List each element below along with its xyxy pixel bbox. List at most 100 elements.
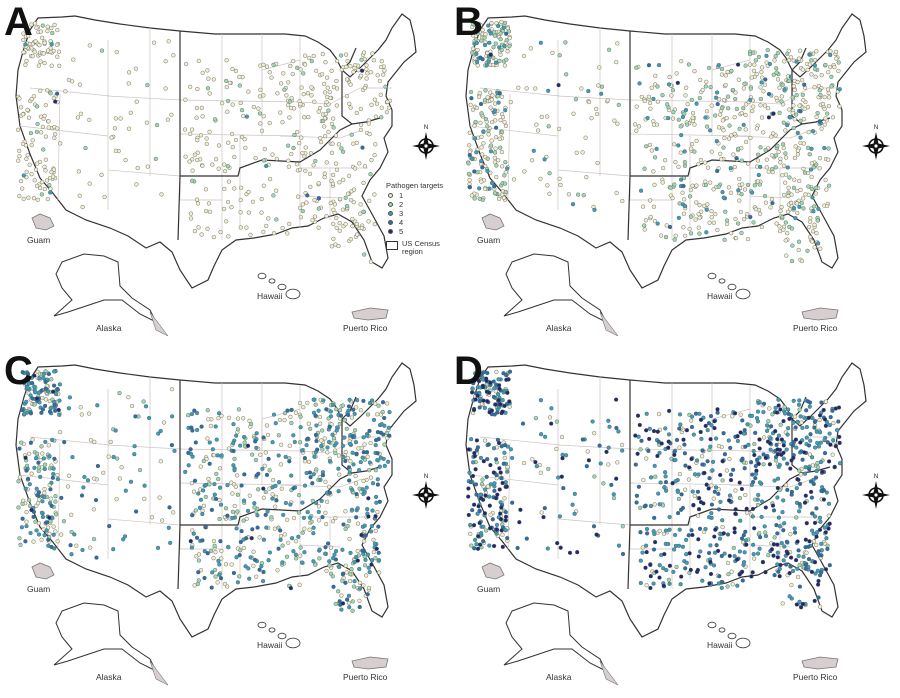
site-dot-5 bbox=[482, 511, 487, 516]
site-dot-1 bbox=[286, 158, 291, 163]
compass-north-label: N bbox=[424, 125, 428, 131]
site-dot-4 bbox=[474, 492, 479, 497]
site-dot-1 bbox=[641, 477, 646, 483]
site-dot-1 bbox=[325, 499, 330, 504]
site-dot-1 bbox=[223, 169, 228, 174]
site-dot-3 bbox=[750, 190, 755, 195]
site-dot-5 bbox=[812, 560, 818, 565]
site-dot-3 bbox=[24, 399, 29, 404]
site-dot-5 bbox=[614, 397, 619, 402]
site-dot-1 bbox=[719, 157, 724, 162]
site-dot-3 bbox=[761, 409, 766, 415]
site-dot-1 bbox=[334, 225, 339, 230]
site-dot-4 bbox=[700, 448, 705, 453]
site-dot-2 bbox=[780, 215, 785, 220]
site-dot-1 bbox=[769, 134, 774, 139]
site-dot-3 bbox=[759, 80, 764, 85]
site-dot-1 bbox=[801, 97, 806, 103]
site-dot-1 bbox=[26, 115, 32, 120]
site-dot-3 bbox=[51, 466, 56, 471]
site-dot-2 bbox=[16, 479, 21, 484]
site-dot-3 bbox=[598, 461, 603, 466]
site-dot-1 bbox=[226, 199, 231, 205]
site-dot-3 bbox=[300, 448, 305, 453]
site-dot-1 bbox=[826, 103, 831, 109]
site-dot-1 bbox=[733, 488, 738, 493]
site-dot-1 bbox=[119, 465, 124, 470]
site-dot-4 bbox=[830, 408, 835, 413]
site-dot-3 bbox=[474, 542, 479, 547]
site-dot-4 bbox=[218, 576, 224, 581]
site-dot-4 bbox=[492, 488, 497, 493]
site-dot-1 bbox=[655, 99, 660, 104]
site-dot-4 bbox=[753, 463, 758, 469]
site-dot-4 bbox=[491, 394, 496, 399]
site-dot-2 bbox=[758, 145, 763, 150]
site-dot-1 bbox=[819, 126, 824, 131]
site-dot-3 bbox=[782, 521, 787, 526]
site-dot-2 bbox=[27, 498, 32, 503]
site-dot-3 bbox=[210, 447, 215, 452]
site-dot-4 bbox=[134, 509, 139, 514]
site-dot-3 bbox=[694, 458, 700, 463]
site-dot-4 bbox=[274, 498, 279, 503]
site-dot-1 bbox=[338, 196, 343, 202]
site-dot-3 bbox=[542, 157, 547, 162]
site-dot-1 bbox=[328, 201, 333, 206]
site-dot-4 bbox=[475, 445, 480, 450]
site-dot-3 bbox=[336, 489, 341, 494]
site-dot-5 bbox=[497, 466, 502, 471]
site-dot-3 bbox=[266, 558, 271, 563]
site-dot-3 bbox=[469, 156, 475, 161]
site-dot-1 bbox=[482, 186, 488, 191]
site-dot-2 bbox=[642, 223, 647, 228]
site-dot-1 bbox=[17, 193, 22, 199]
site-dot-2 bbox=[491, 55, 496, 60]
site-dot-1 bbox=[336, 453, 341, 458]
site-dot-1 bbox=[346, 191, 351, 196]
site-dot-3 bbox=[372, 541, 377, 546]
site-dot-5 bbox=[733, 411, 738, 416]
state-boundary bbox=[107, 169, 181, 177]
site-dot-3 bbox=[23, 42, 28, 47]
site-dot-1 bbox=[194, 115, 199, 120]
region-box-icon bbox=[386, 240, 398, 250]
site-dot-3 bbox=[657, 450, 662, 455]
site-dot-1 bbox=[196, 552, 202, 557]
site-dot-2 bbox=[507, 43, 512, 49]
site-dot-1 bbox=[762, 435, 767, 440]
site-dot-1 bbox=[761, 130, 766, 135]
site-dot-2 bbox=[19, 440, 24, 445]
site-dot-1 bbox=[354, 221, 359, 227]
site-dot-1 bbox=[261, 183, 266, 188]
site-dot-3 bbox=[768, 447, 773, 452]
site-dot-3 bbox=[741, 122, 746, 127]
site-dot-3 bbox=[755, 497, 760, 502]
site-dot-4 bbox=[473, 482, 479, 487]
site-dot-4 bbox=[375, 482, 380, 487]
site-dot-4 bbox=[346, 465, 352, 470]
site-dot-4 bbox=[169, 442, 174, 448]
site-dot-1 bbox=[327, 484, 332, 489]
site-dot-1 bbox=[341, 177, 346, 182]
site-dot-1 bbox=[467, 130, 472, 135]
site-dot-3 bbox=[218, 485, 223, 490]
site-dot-1 bbox=[21, 37, 26, 42]
site-dot-4 bbox=[22, 380, 27, 386]
site-dot-4 bbox=[812, 425, 817, 430]
site-dot-1 bbox=[711, 220, 716, 225]
site-dot-1 bbox=[163, 59, 168, 64]
site-dot-1 bbox=[325, 94, 330, 100]
site-dot-2 bbox=[620, 524, 625, 529]
site-dot-1 bbox=[677, 445, 682, 450]
site-dot-5 bbox=[708, 571, 714, 577]
site-dot-2 bbox=[214, 471, 219, 476]
site-dot-5 bbox=[776, 403, 781, 408]
site-dot-4 bbox=[580, 437, 585, 442]
site-dot-1 bbox=[135, 165, 140, 171]
site-dot-1 bbox=[732, 131, 737, 136]
site-dot-3 bbox=[231, 421, 236, 427]
site-dot-2 bbox=[798, 118, 803, 123]
site-dot-3 bbox=[572, 511, 577, 516]
site-dot-1 bbox=[134, 99, 139, 104]
